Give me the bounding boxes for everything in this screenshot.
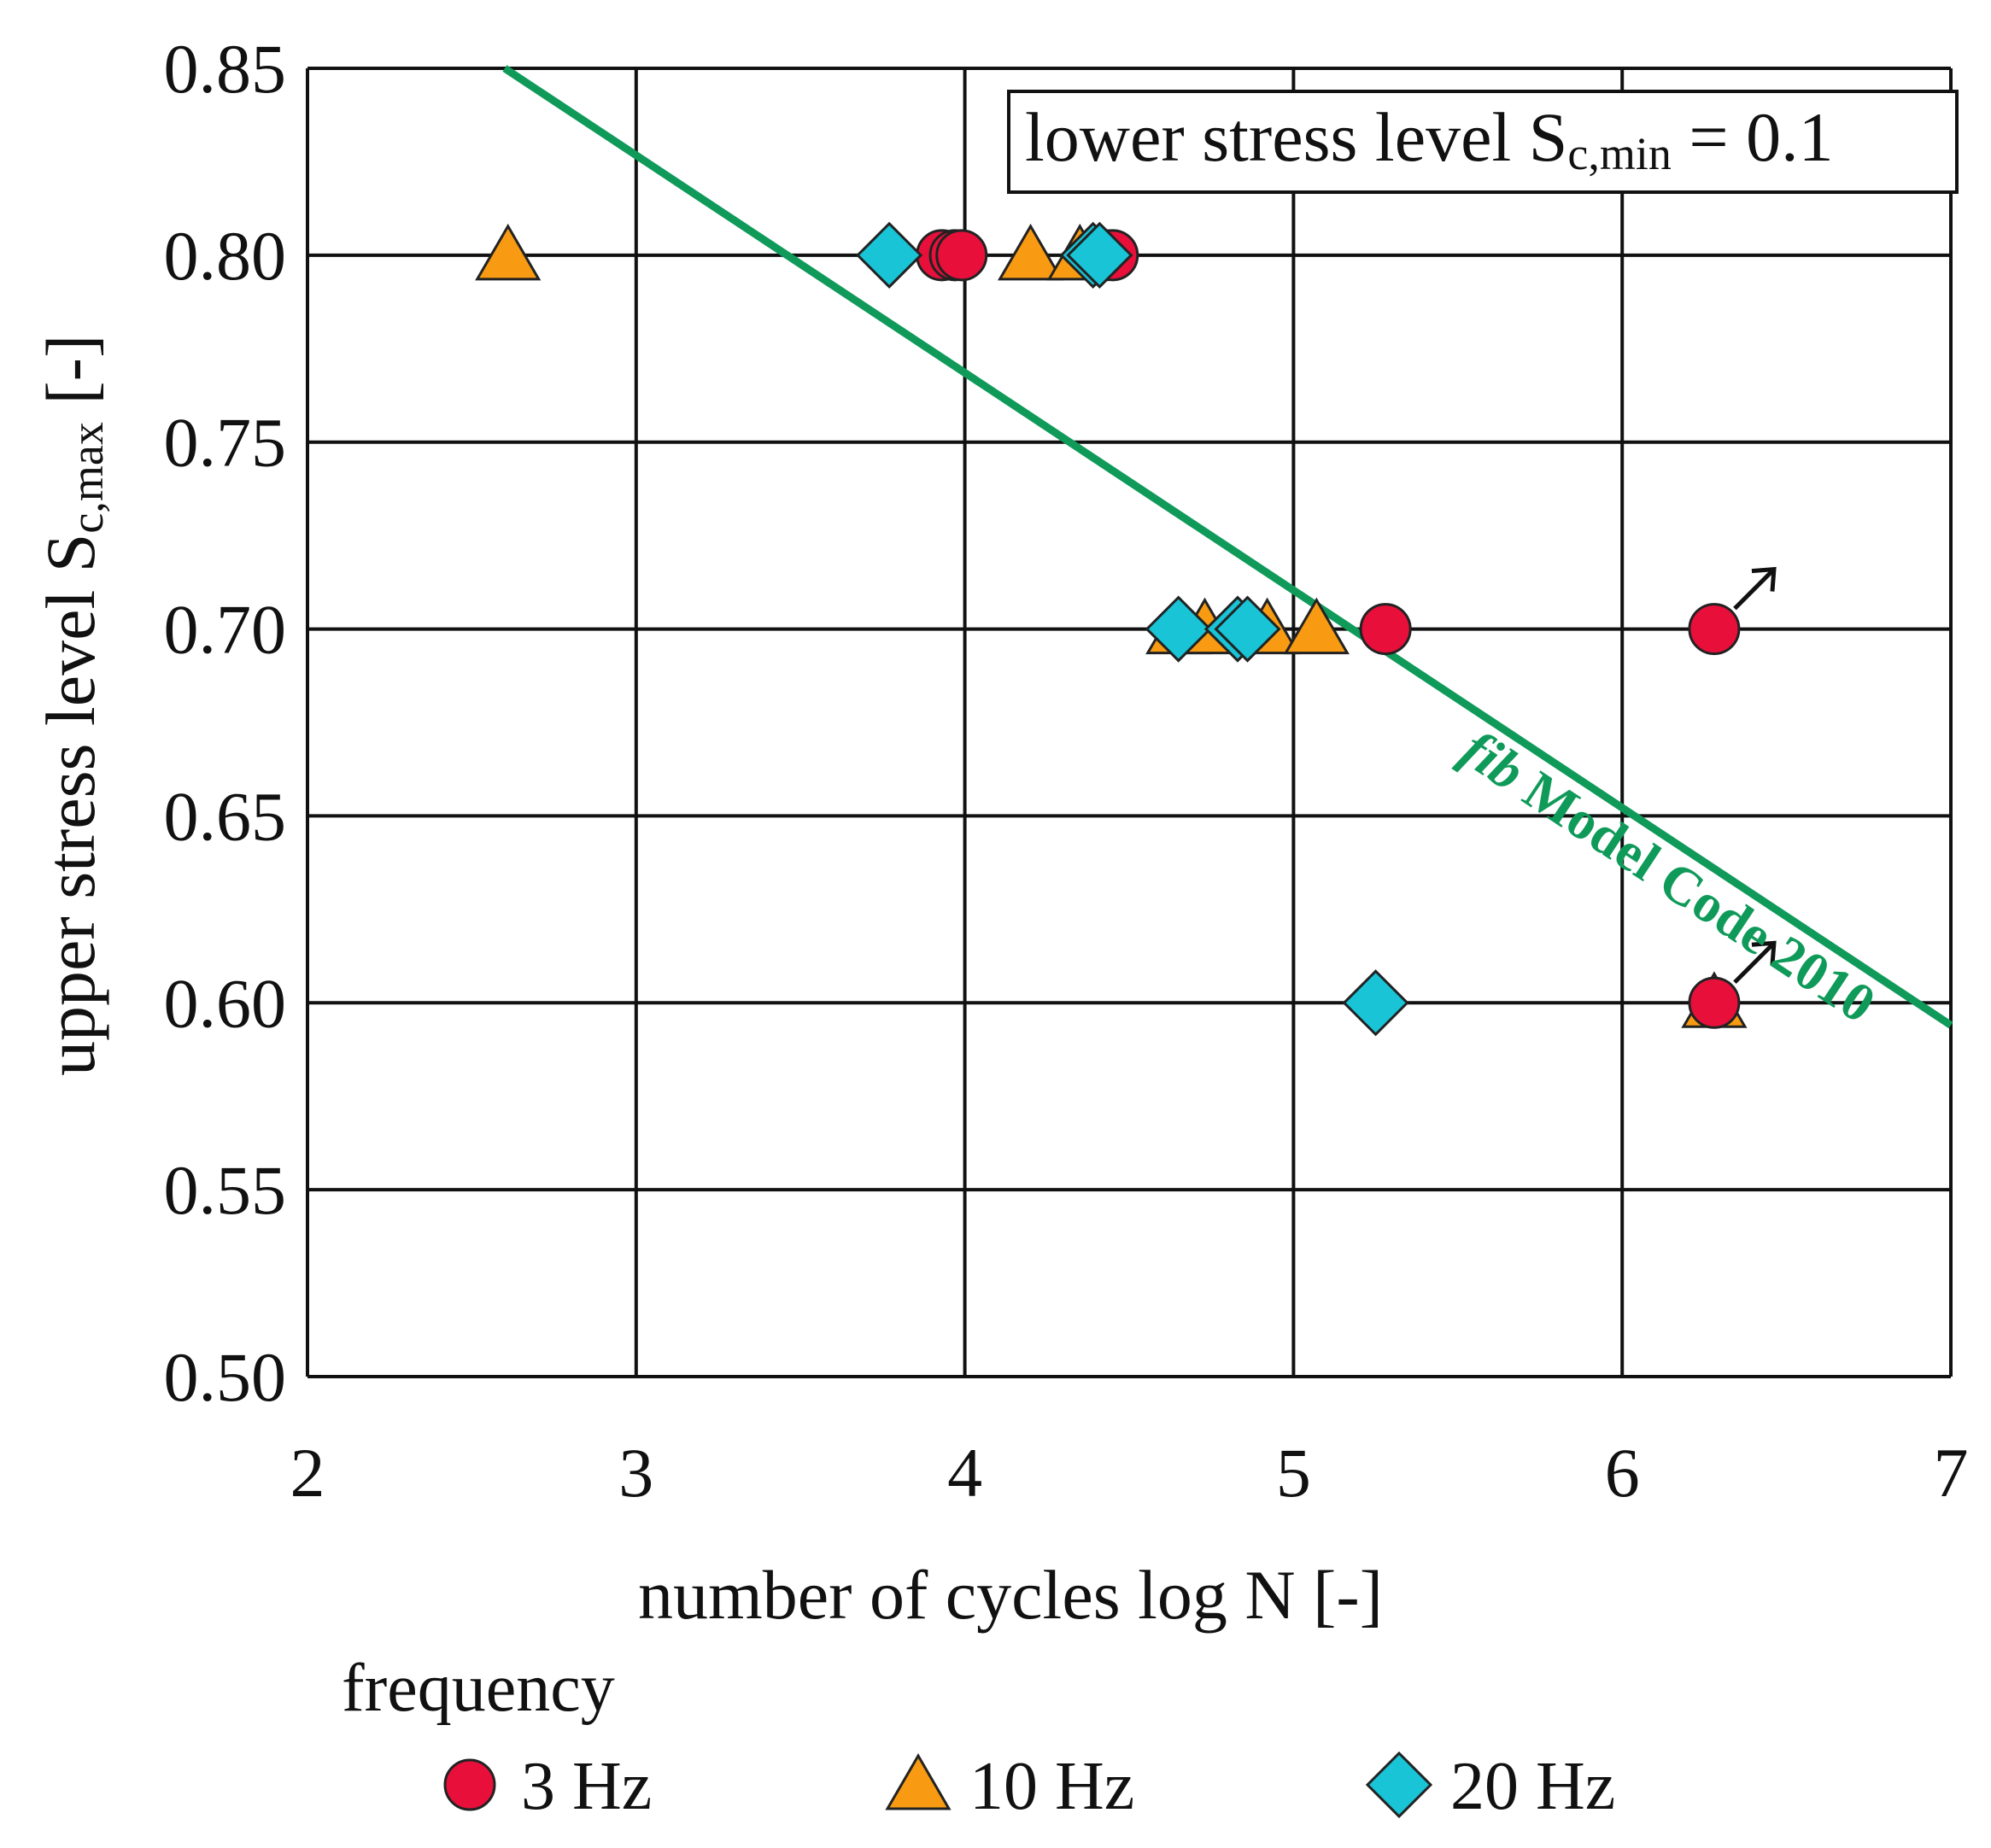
runout-arrow-6 — [1733, 567, 1776, 611]
marker-circle-5 — [1359, 603, 1412, 656]
y-tick-label-7: 0.85 — [164, 30, 287, 108]
runout-arrow-7 — [1733, 941, 1776, 985]
tick-labels: 2 3 4 5 6 7 0.50 0.55 0.60 0.65 0.70 0.75 0.80 0.85 — [164, 30, 1969, 1512]
marker-diamond-0 — [855, 221, 923, 289]
x-axis-label: number of cycles log N [-] — [638, 1556, 1383, 1634]
marker-triangle-0 — [475, 223, 542, 281]
legend-marker-0 — [443, 1758, 496, 1811]
legend-entries: 3 Hz 10 Hz 20 Hz — [443, 1749, 1615, 1824]
legend: frequency 3 Hz 10 Hz 20 Hz — [342, 1651, 1615, 1824]
x-tick-label-3: 5 — [1276, 1434, 1311, 1512]
y-tick-label-5: 0.75 — [164, 404, 287, 482]
legend-marker-2 — [1365, 1751, 1433, 1819]
annotation-tail: = 0.1 — [1672, 98, 1834, 176]
legend-marker-1 — [885, 1753, 952, 1810]
y-tick-label-3: 0.65 — [164, 777, 287, 855]
marker-diamond-2 — [1066, 221, 1133, 289]
x-tick-label-2: 4 — [947, 1434, 982, 1512]
marker-circle-6 — [1688, 603, 1741, 656]
annotation-sub: c,min — [1567, 128, 1671, 179]
y-axis-label-main: upper stress level S — [32, 534, 109, 1076]
y-tick-label-2: 0.60 — [164, 964, 287, 1042]
marker-diamond-6 — [1342, 969, 1409, 1037]
fib-model-code-line — [502, 65, 1953, 1029]
x-tick-label-0: 2 — [290, 1434, 325, 1512]
annotation-frame — [1007, 90, 1959, 194]
y-axis-label-tail: [-] — [32, 335, 109, 422]
annotation-box: lower stress level Sc,min = 0.1 — [1007, 90, 1959, 194]
data-markers — [475, 221, 1777, 1037]
legend-label-1: 10 Hz — [969, 1749, 1134, 1824]
marker-triangle-1 — [997, 223, 1064, 281]
marker-circle-2 — [935, 229, 988, 282]
y-tick-label-0: 0.50 — [164, 1338, 287, 1416]
y-axis-label-sub: c,max — [61, 422, 113, 533]
runout-arrowhead-7 — [1751, 940, 1777, 966]
x-tick-label-4: 6 — [1605, 1434, 1640, 1512]
marker-diamond-5 — [1214, 595, 1281, 663]
x-tick-label-5: 7 — [1934, 1434, 1969, 1512]
y-tick-label-6: 0.80 — [164, 217, 287, 295]
curve-layer — [502, 65, 1953, 1029]
annotation-main: lower stress level S — [1025, 98, 1567, 176]
marker-triangle-6 — [1283, 597, 1350, 655]
marker-diamond-3 — [1145, 595, 1212, 663]
annotation-text: lower stress level Sc,min = 0.1 — [1025, 98, 1834, 179]
y-axis-label: upper stress level Sc,max [-] — [32, 335, 113, 1076]
curve-label: fib Model Code 2010 — [1451, 718, 1886, 1034]
legend-title: frequency — [342, 1651, 615, 1726]
y-tick-label-1: 0.55 — [164, 1151, 287, 1229]
y-tick-label-4: 0.70 — [164, 591, 287, 669]
marker-circle-7 — [1688, 976, 1741, 1029]
legend-label-0: 3 Hz — [521, 1749, 652, 1824]
runout-arrowhead-6 — [1751, 566, 1777, 592]
x-tick-label-1: 3 — [618, 1434, 653, 1512]
legend-label-2: 20 Hz — [1450, 1749, 1615, 1824]
